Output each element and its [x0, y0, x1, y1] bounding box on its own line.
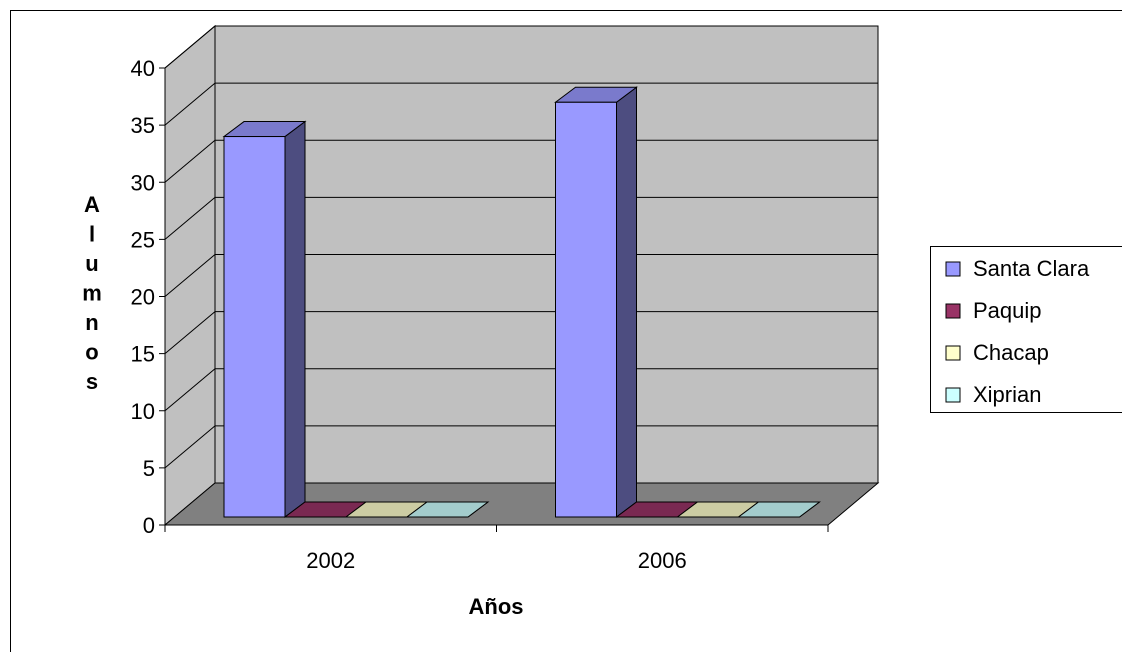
x-tick-label: 2002	[306, 548, 355, 573]
legend-swatch	[946, 262, 960, 276]
y-axis-title-letter: m	[82, 281, 102, 306]
y-tick-label: 25	[131, 227, 155, 252]
y-axis-title-letter: s	[86, 369, 98, 394]
legend-swatch	[946, 388, 960, 402]
legend-label: Santa Clara	[973, 256, 1090, 281]
x-tick-label: 2006	[638, 548, 687, 573]
y-tick-label: 20	[131, 285, 155, 310]
bar-side	[617, 87, 637, 517]
y-axis-title-letter: A	[84, 192, 100, 217]
y-tick-label: 30	[131, 170, 155, 195]
y-tick-label: 0	[143, 513, 155, 538]
legend-label: Xiprian	[973, 382, 1041, 407]
bar	[556, 87, 637, 517]
legend-swatch	[946, 304, 960, 318]
x-axis-title: Años	[469, 594, 524, 619]
y-tick-label: 15	[131, 342, 155, 367]
y-tick-label: 10	[131, 399, 155, 424]
y-axis-title-letter: o	[85, 340, 98, 365]
y-axis-title-letter: n	[85, 310, 98, 335]
y-axis-title-letter: l	[89, 222, 95, 247]
y-axis-title-letter: u	[85, 251, 98, 276]
bar-front	[556, 102, 617, 517]
legend: Santa Clara Paquip Chacap Xiprian	[931, 247, 1122, 413]
bar-side	[285, 122, 305, 517]
legend-swatch	[946, 346, 960, 360]
bar	[224, 122, 305, 517]
y-tick-label: 5	[143, 456, 155, 481]
y-tick-label: 35	[131, 113, 155, 138]
legend-label: Paquip	[973, 298, 1042, 323]
y-tick-label: 40	[131, 56, 155, 81]
bar-front	[224, 137, 285, 517]
legend-label: Chacap	[973, 340, 1049, 365]
